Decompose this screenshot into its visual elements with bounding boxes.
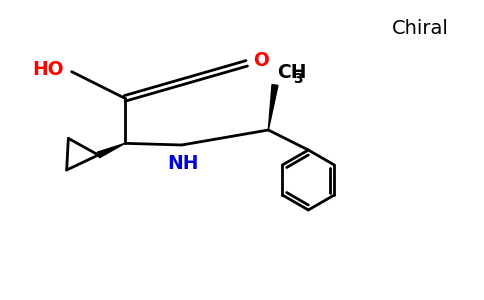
Text: 3: 3: [293, 72, 302, 86]
Text: HO: HO: [32, 60, 64, 79]
Text: NH: NH: [167, 154, 198, 173]
Text: Chiral: Chiral: [392, 19, 449, 38]
Text: CH: CH: [277, 63, 306, 82]
Polygon shape: [268, 85, 278, 130]
Text: O: O: [253, 51, 269, 70]
Polygon shape: [97, 143, 125, 158]
